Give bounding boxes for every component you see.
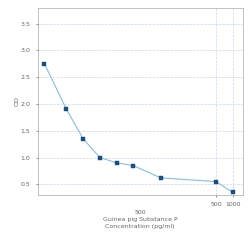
Y-axis label: OD: OD (14, 96, 19, 106)
X-axis label: 500
Guinea pig Substance P
Concentration (pg/ml): 500 Guinea pig Substance P Concentration… (103, 210, 177, 229)
